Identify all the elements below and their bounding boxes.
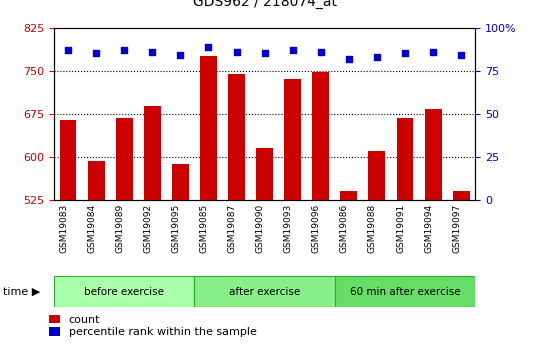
Bar [335,276,475,307]
Text: GSM19097: GSM19097 [452,204,461,253]
Text: after exercise: after exercise [229,287,300,296]
Bar [340,191,357,200]
Text: GSM19095: GSM19095 [171,204,180,253]
Text: GSM19090: GSM19090 [255,204,265,253]
Text: GSM19089: GSM19089 [115,204,124,253]
Text: time ▶: time ▶ [3,287,40,296]
Point [457,52,465,58]
Text: GSM19096: GSM19096 [312,204,321,253]
Bar [144,106,161,200]
Point [232,49,241,55]
Text: GSM19092: GSM19092 [143,204,152,253]
Bar [453,191,470,200]
Text: GSM19086: GSM19086 [340,204,349,253]
Text: 60 min after exercise: 60 min after exercise [350,287,460,296]
Text: GSM19094: GSM19094 [424,204,433,253]
Text: GSM19083: GSM19083 [59,204,68,253]
Bar [54,276,194,307]
Point [316,49,325,55]
Point [176,52,185,58]
Bar [59,120,77,200]
Text: GSM19088: GSM19088 [368,204,377,253]
Point [429,49,437,55]
Point [120,47,129,53]
Bar [87,161,105,200]
Point [373,54,381,60]
Point [64,47,72,53]
Bar [116,118,133,200]
Bar [312,72,329,200]
Text: GDS962 / 218074_at: GDS962 / 218074_at [193,0,336,9]
Point [288,47,297,53]
Text: GSM19093: GSM19093 [284,204,293,253]
Point [204,44,213,49]
Bar [256,148,273,200]
Point [92,51,100,56]
Text: GSM19091: GSM19091 [396,204,405,253]
Bar [200,56,217,200]
Bar [396,118,414,200]
Bar [194,276,335,307]
Text: GSM19084: GSM19084 [87,204,96,253]
Point [148,49,157,55]
Text: GSM19085: GSM19085 [199,204,208,253]
Bar [228,73,245,200]
Bar [368,151,386,200]
Point [401,51,409,56]
Text: before exercise: before exercise [84,287,164,296]
Point [260,51,269,56]
Bar [172,164,189,200]
Bar [424,109,442,200]
Legend: count, percentile rank within the sample: count, percentile rank within the sample [49,315,256,337]
Bar [284,79,301,200]
Text: GSM19087: GSM19087 [227,204,237,253]
Point [345,56,353,61]
